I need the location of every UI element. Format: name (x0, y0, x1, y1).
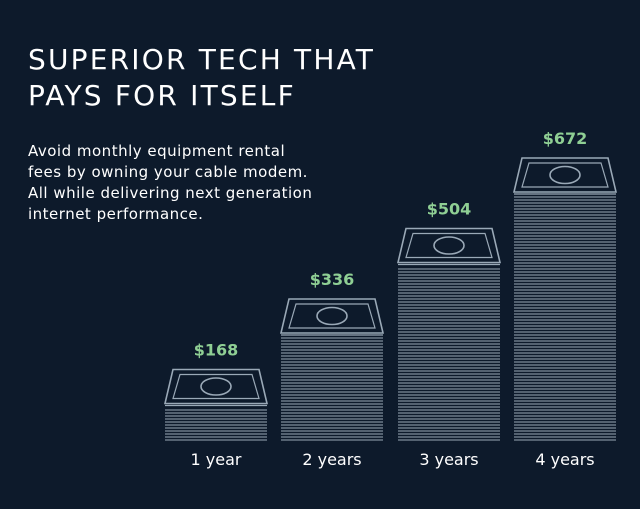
bar-3: $504 3 years (396, 200, 502, 469)
category-label: 2 years (302, 450, 361, 469)
description-line-4: internet performance. (28, 205, 204, 223)
cash-bill-icon (396, 227, 502, 266)
page-title: SUPERIOR TECH THAT PAYS FOR ITSELF (28, 42, 375, 114)
description: Avoid monthly equipment rental fees by o… (28, 141, 358, 225)
headline-line-1: SUPERIOR TECH THAT (28, 43, 376, 76)
bar-1: $168 1 year (163, 341, 269, 469)
category-label: 1 year (191, 450, 242, 469)
value-label: $672 (543, 129, 588, 148)
description-line-1: Avoid monthly equipment rental (28, 142, 286, 160)
bar-4: $672 4 years (512, 129, 618, 469)
value-label: $168 (194, 341, 239, 360)
category-label: 4 years (535, 450, 594, 469)
cash-bill-icon (512, 157, 618, 195)
cash-bill-icon (163, 368, 269, 407)
value-label: $504 (427, 200, 472, 219)
category-label: 3 years (419, 450, 478, 469)
cash-bill-icon (279, 298, 385, 336)
description-line-3: All while delivering next generation (28, 184, 313, 202)
bar-2: $336 2 years (279, 270, 385, 469)
description-line-2: fees by owning your cable modem. (28, 163, 308, 181)
headline-line-2: PAYS FOR ITSELF (28, 79, 296, 112)
value-label: $336 (310, 270, 355, 289)
